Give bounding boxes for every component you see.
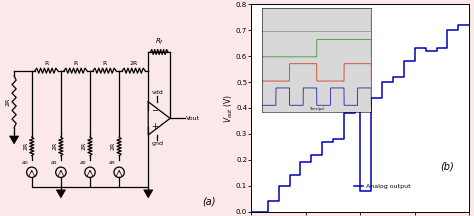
- Analog output: [265, 200, 271, 203]
- Analog output: [309, 161, 314, 164]
- Analog output: [248, 210, 254, 213]
- Analog output: [287, 174, 292, 177]
- Analog output: [390, 76, 396, 78]
- Analog output: [434, 50, 439, 52]
- Analog output: [352, 107, 358, 109]
- Analog output: [298, 174, 303, 177]
- Text: (b): (b): [441, 161, 455, 171]
- Analog output: [309, 153, 314, 156]
- Analog output: [287, 184, 292, 187]
- Text: $a_3$: $a_3$: [109, 159, 117, 167]
- Text: 2R: 2R: [111, 142, 116, 151]
- Text: 2R: 2R: [129, 61, 138, 66]
- Analog output: [445, 29, 450, 32]
- Legend: Analog output: Analog output: [351, 182, 413, 192]
- Text: gnd: gnd: [151, 141, 164, 146]
- Analog output: [390, 81, 396, 83]
- Analog output: [379, 81, 385, 83]
- Text: (a): (a): [202, 196, 215, 206]
- Analog output: [379, 96, 385, 99]
- Text: 2R: 2R: [23, 142, 28, 151]
- Analog output: [368, 190, 374, 192]
- Polygon shape: [56, 190, 65, 198]
- Text: R: R: [44, 61, 48, 66]
- Analog output: [276, 200, 282, 203]
- Text: $R_f$: $R_f$: [155, 37, 164, 48]
- Analog output: [401, 60, 407, 63]
- Analog output: [341, 112, 347, 114]
- Analog output: [412, 60, 418, 63]
- Analog output: [423, 47, 428, 50]
- Analog output: [357, 107, 363, 109]
- Analog output: [276, 184, 282, 187]
- Text: $a_0$: $a_0$: [21, 159, 29, 167]
- Analog output: [423, 50, 428, 52]
- Text: $a_1$: $a_1$: [50, 159, 58, 167]
- Analog output: [330, 138, 336, 140]
- Analog output: [319, 153, 325, 156]
- Analog output: [352, 112, 358, 114]
- Text: 2R: 2R: [53, 142, 57, 151]
- Text: $-$: $-$: [151, 105, 159, 114]
- Text: R: R: [102, 61, 107, 66]
- Analog output: [466, 24, 472, 26]
- Polygon shape: [144, 190, 153, 198]
- Analog output: [368, 96, 374, 99]
- Analog output: [330, 140, 336, 143]
- Analog output: [401, 76, 407, 78]
- Analog output: [456, 29, 461, 32]
- Analog output: [445, 47, 450, 50]
- Text: vdd: vdd: [152, 89, 163, 95]
- Analog output: [434, 47, 439, 50]
- Analog output: [412, 47, 418, 50]
- Line: Analog output: Analog output: [251, 25, 469, 212]
- Text: 2R: 2R: [6, 98, 11, 106]
- Text: R: R: [73, 61, 78, 66]
- Analog output: [456, 24, 461, 26]
- Analog output: [319, 140, 325, 143]
- Analog output: [357, 190, 363, 192]
- Text: 2R: 2R: [82, 142, 87, 151]
- Text: $+$: $+$: [151, 121, 159, 131]
- Polygon shape: [9, 136, 18, 144]
- Analog output: [265, 210, 271, 213]
- Text: $a_2$: $a_2$: [79, 159, 87, 167]
- Analog output: [298, 161, 303, 164]
- Analog output: [341, 138, 347, 140]
- Y-axis label: $V_{out}$ (V): $V_{out}$ (V): [222, 93, 235, 123]
- Text: Vout: Vout: [186, 116, 200, 121]
